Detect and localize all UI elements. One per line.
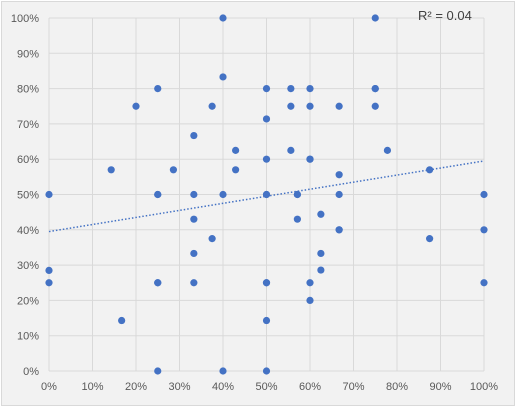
x-tick-label: 80% (386, 381, 408, 393)
data-point (306, 85, 314, 93)
data-point (262, 316, 271, 325)
data-point (219, 190, 227, 199)
data-point (371, 102, 379, 110)
data-point (190, 279, 198, 287)
data-point (293, 190, 301, 199)
y-tick-label: 0% (23, 366, 39, 378)
y-tick-label: 20% (17, 295, 39, 307)
y-tick-label: 30% (17, 260, 39, 272)
data-point (262, 367, 271, 375)
y-tick-label: 100% (11, 13, 39, 25)
data-point (190, 131, 198, 140)
data-point (154, 367, 162, 375)
x-tick-label: 30% (168, 381, 190, 393)
data-point (208, 235, 216, 243)
data-point (118, 316, 126, 325)
x-tick-label: 60% (299, 381, 321, 393)
data-point (287, 85, 295, 93)
data-point (480, 226, 488, 234)
x-tick-label: 100% (470, 381, 498, 393)
data-point (154, 190, 162, 199)
data-point (132, 102, 140, 110)
data-point (317, 210, 325, 218)
x-tick-label: 10% (81, 381, 103, 393)
data-point (306, 279, 314, 287)
x-tick-label: 50% (255, 381, 277, 393)
data-point (219, 14, 227, 22)
data-point (426, 166, 434, 174)
y-tick-label: 90% (17, 48, 39, 60)
y-tick-label: 70% (17, 119, 39, 131)
data-point (107, 166, 115, 174)
data-points (45, 14, 488, 375)
r-squared-label: R² = 0.04 (418, 8, 472, 23)
x-axis-ticks: 0% 10% 20% 30% 40% 50% 60% 70% 80% 90% 100% (41, 381, 498, 393)
data-point (190, 190, 198, 199)
data-point (480, 190, 488, 199)
x-tick-label: 20% (125, 381, 147, 393)
data-point (306, 155, 314, 163)
data-point (208, 102, 216, 110)
y-tick-label: 10% (17, 331, 39, 343)
data-point (262, 85, 271, 93)
data-point (317, 266, 325, 274)
y-tick-label: 80% (17, 84, 39, 96)
y-tick-label: 50% (17, 190, 39, 202)
data-point (232, 166, 240, 174)
data-point (169, 166, 178, 174)
data-point (154, 279, 162, 287)
data-point (335, 190, 343, 199)
x-tick-label: 90% (429, 381, 451, 393)
data-point (335, 226, 343, 234)
y-axis-ticks: 0% 10% 20% 30% 40% 50% 60% 70% 80% 90% 100% (11, 13, 39, 378)
data-point (287, 146, 295, 154)
data-point (335, 171, 343, 179)
data-point (45, 279, 53, 287)
x-tick-label: 40% (212, 381, 234, 393)
x-tick-label: 70% (342, 381, 364, 393)
y-tick-label: 60% (17, 154, 39, 166)
data-point (293, 215, 301, 223)
gridlines (48, 17, 485, 372)
data-point (154, 85, 162, 93)
data-point (335, 102, 343, 110)
data-point (371, 14, 379, 22)
data-point (45, 266, 53, 274)
data-point (306, 296, 314, 304)
data-point (262, 155, 271, 163)
data-point (287, 102, 295, 110)
data-point (371, 85, 379, 93)
data-point (426, 235, 434, 243)
data-point (262, 279, 271, 287)
data-point (306, 102, 314, 110)
data-point (219, 367, 227, 375)
data-point (219, 73, 227, 81)
data-point (45, 190, 53, 199)
data-point (383, 146, 392, 154)
data-point (190, 249, 198, 258)
y-tick-label: 40% (17, 225, 39, 237)
data-point (190, 215, 198, 223)
x-tick-label: 0% (41, 381, 57, 393)
data-point (232, 146, 240, 154)
data-point (262, 115, 271, 123)
data-point (480, 279, 488, 287)
data-point (262, 190, 271, 199)
data-point (317, 249, 325, 258)
